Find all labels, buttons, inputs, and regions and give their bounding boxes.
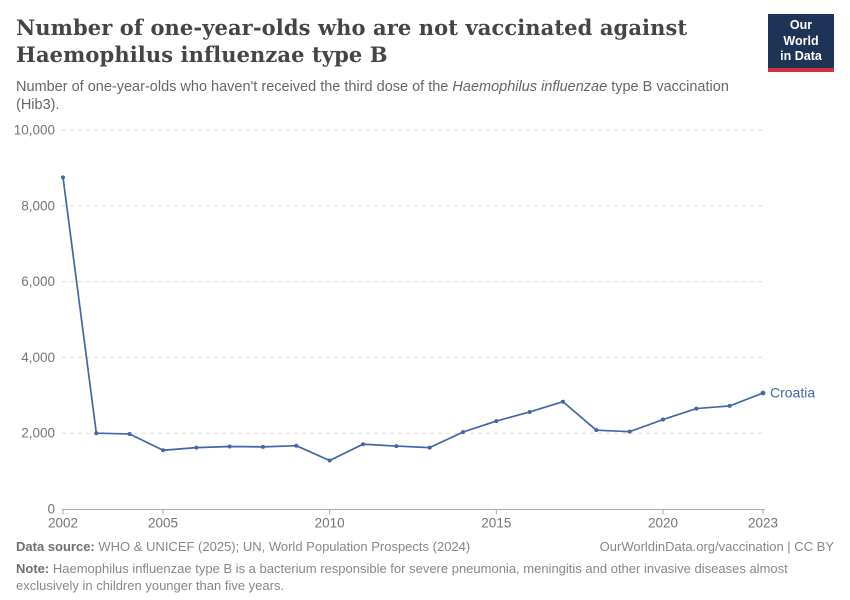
note-text: Haemophilus influenzae type B is a bacte… xyxy=(16,560,788,593)
header: Number of one-year-olds who are not vacc… xyxy=(0,14,850,114)
series-label: Croatia xyxy=(770,384,815,400)
data-point xyxy=(327,458,332,463)
data-point xyxy=(627,429,632,434)
title-block: Number of one-year-olds who are not vacc… xyxy=(16,14,754,114)
data-point xyxy=(94,431,99,436)
series-line xyxy=(62,177,764,462)
data-point xyxy=(760,390,766,396)
data-point xyxy=(494,418,499,423)
y-axis-tick-label: 2,000 xyxy=(21,426,55,441)
chart-subtitle: Number of one-year-olds who haven't rece… xyxy=(16,78,754,114)
data-point xyxy=(227,444,232,449)
data-source-label: Data source: xyxy=(16,538,95,554)
data-point xyxy=(461,429,465,434)
data-point xyxy=(194,445,199,450)
data-point xyxy=(61,175,65,180)
x-axis-tick-label: 2015 xyxy=(481,515,511,530)
x-axis-tick-label: 2010 xyxy=(315,515,345,530)
x-axis-tick-label: 2002 xyxy=(48,515,78,530)
y-axis-tick-label: 4,000 xyxy=(21,350,55,365)
data-point xyxy=(694,406,699,411)
title-line-2: Haemophilus influenzae type B xyxy=(16,42,388,68)
subtitle-text-end: type B vaccination (Hib3). xyxy=(16,78,729,113)
subtitle-italic-text: Haemophilus influenzae xyxy=(452,78,608,95)
owid-logo-line-1: Our World xyxy=(783,18,819,48)
y-axis-tick-label: 6,000 xyxy=(21,274,55,289)
y-axis-tick-label: 10,000 xyxy=(14,122,55,137)
data-point xyxy=(661,417,665,422)
data-point xyxy=(294,443,299,448)
footer-source-row: Data source: WHO & UNICEF (2025); UN, Wo… xyxy=(16,539,834,556)
data-point xyxy=(161,448,165,453)
footer-note: Note: Haemophilus influenzae type B is a… xyxy=(16,561,806,595)
data-point xyxy=(394,443,399,448)
x-axis-tick-label: 2023 xyxy=(748,515,778,530)
y-axis-tick-label: 0 xyxy=(47,501,55,516)
data-point xyxy=(361,442,365,447)
owid-license-link[interactable]: OurWorldinData.org/vaccination | CC BY xyxy=(599,538,834,554)
y-axis-tick-label: 8,000 xyxy=(21,198,55,213)
x-axis-tick-label: 2020 xyxy=(648,515,678,530)
data-point xyxy=(261,444,265,449)
data-point xyxy=(427,445,432,450)
footer: Data source: WHO & UNICEF (2025); UN, Wo… xyxy=(0,539,850,595)
title-line-1: Number of one-year-olds who are not vacc… xyxy=(16,15,688,40)
data-point xyxy=(727,403,732,408)
line-chart: 0 2,000 4,000 6,000 8,000 10,000 2002 2005 2010 2… xyxy=(14,122,816,530)
data-point xyxy=(594,428,599,433)
page-title: Number of one-year-olds who are not vacc… xyxy=(16,14,754,69)
data-source-text: WHO & UNICEF (2025); UN, World Populatio… xyxy=(98,538,471,554)
x-axis-tick-label: 2005 xyxy=(148,515,178,530)
data-point xyxy=(527,409,532,414)
data-source: Data source: WHO & UNICEF (2025); UN, Wo… xyxy=(16,539,470,556)
subtitle-text: Number of one-year-olds who haven't rece… xyxy=(16,78,453,95)
owid-logo: Our World in Data xyxy=(768,14,834,72)
note-label: Note: xyxy=(16,560,50,576)
data-point xyxy=(127,431,132,436)
owid-logo-line-2: in Data xyxy=(780,49,822,64)
data-point xyxy=(561,399,565,404)
